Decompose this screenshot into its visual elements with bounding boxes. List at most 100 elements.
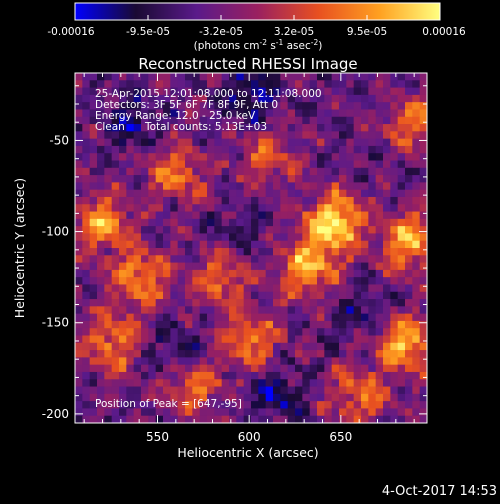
heatmap-cell xyxy=(207,335,215,344)
heatmap-cell xyxy=(192,109,201,118)
heatmap-cell xyxy=(419,73,428,81)
heatmap-cell xyxy=(207,160,215,169)
heatmap-cell xyxy=(155,145,164,154)
heatmap-cell xyxy=(229,291,237,300)
heatmap-cell xyxy=(170,189,179,198)
heatmap-cell xyxy=(361,386,369,395)
heatmap-cell xyxy=(229,401,237,409)
heatmap-cell xyxy=(383,408,391,417)
heatmap-cell xyxy=(412,386,421,395)
heatmap-cell xyxy=(331,313,340,322)
heatmap-cell xyxy=(89,350,98,358)
heatmap-cell xyxy=(317,328,325,336)
heatmap-cell xyxy=(192,357,201,366)
heatmap-cell xyxy=(177,262,186,271)
heatmap-cell xyxy=(302,153,311,161)
heatmap-cell xyxy=(207,218,215,227)
heatmap-cell xyxy=(199,401,208,409)
heatmap-cell xyxy=(192,116,201,125)
heatmap-cell xyxy=(89,313,98,322)
heatmap-cell xyxy=(258,211,267,220)
heatmap-cell xyxy=(302,269,311,278)
heatmap-cell xyxy=(302,299,311,307)
plot-frame xyxy=(74,72,428,424)
heatmap-cell xyxy=(258,204,267,212)
heatmap-cell xyxy=(346,167,355,176)
heatmap-cell xyxy=(111,371,120,380)
heatmap-cell xyxy=(163,291,171,300)
heatmap-cell xyxy=(185,269,193,278)
heatmap-cell xyxy=(280,291,289,300)
heatmap-cell xyxy=(229,218,237,227)
heatmap-cell xyxy=(104,80,113,88)
heatmap-cell xyxy=(126,306,135,315)
heatmap-cell xyxy=(251,277,259,285)
heatmap-cell xyxy=(383,335,391,344)
heatmap-cell xyxy=(265,145,274,154)
heatmap-cell xyxy=(339,196,347,205)
heatmap-cell xyxy=(119,87,127,96)
heatmap-cell xyxy=(111,80,120,88)
heatmap-cell xyxy=(295,204,303,212)
heatmap-cell xyxy=(243,124,252,132)
heatmap-cell xyxy=(353,284,362,293)
heatmap-cell xyxy=(192,167,201,176)
heatmap-cell xyxy=(331,284,340,293)
heatmap-cell xyxy=(104,211,113,220)
heatmap-cell xyxy=(192,328,201,336)
heatmap-cell xyxy=(324,284,333,293)
heatmap-cell xyxy=(353,73,362,81)
heatmap-cell xyxy=(221,167,230,176)
heatmap-cell xyxy=(287,218,296,227)
heatmap-cell xyxy=(309,248,318,256)
heatmap-cell xyxy=(383,124,391,132)
heatmap-cell xyxy=(104,226,113,234)
energy-range-label: Energy Range: 12.0 - 25.0 keV xyxy=(95,110,256,122)
heatmap-cell xyxy=(243,94,252,103)
heatmap-cell xyxy=(126,313,135,322)
heatmap-cell xyxy=(273,335,281,344)
heatmap-cell xyxy=(155,357,164,366)
heatmap-cell xyxy=(221,379,230,387)
heatmap-cell xyxy=(353,87,362,96)
heatmap-cell xyxy=(163,145,171,154)
heatmap-cell xyxy=(192,73,201,81)
heatmap-cell xyxy=(236,342,245,351)
heatmap-cell xyxy=(295,131,303,140)
heatmap-cell xyxy=(324,357,333,366)
heatmap-cell xyxy=(287,262,296,271)
heatmap-cell xyxy=(339,328,347,336)
heatmap-cell xyxy=(412,313,421,322)
heatmap-cell xyxy=(155,196,164,205)
heatmap-cell xyxy=(251,291,259,300)
heatmap-cell xyxy=(89,87,98,96)
heatmap-cell xyxy=(353,175,362,183)
heatmap-cell xyxy=(309,87,318,96)
heatmap-cell xyxy=(397,415,406,424)
heatmap-cell xyxy=(405,379,413,387)
heatmap-cell xyxy=(236,415,245,424)
heatmap-cell xyxy=(361,371,369,380)
heatmap-cell xyxy=(170,320,179,329)
heatmap-cell xyxy=(104,350,113,358)
heatmap-cell xyxy=(383,371,391,380)
time-range-label: 25-Apr-2015 12:01:08.000 to 12:11:08.000 xyxy=(95,88,322,100)
heatmap-cell xyxy=(280,189,289,198)
heatmap-cell xyxy=(177,306,186,315)
heatmap-cell xyxy=(207,175,215,183)
heatmap-cell xyxy=(397,284,406,293)
heatmap-cell xyxy=(251,80,259,88)
heatmap-cell xyxy=(375,248,384,256)
heatmap-cell xyxy=(287,350,296,358)
heatmap-cell xyxy=(192,299,201,307)
heatmap-cell xyxy=(75,73,83,81)
heatmap-cell xyxy=(280,131,289,140)
heatmap-cell xyxy=(111,299,120,307)
heatmap-cell xyxy=(214,145,223,154)
heatmap-cell xyxy=(148,211,157,220)
heatmap-cell xyxy=(346,233,355,242)
heatmap-cell xyxy=(97,255,105,263)
heatmap-cell xyxy=(82,408,91,417)
heatmap-cell xyxy=(199,415,208,424)
heatmap-cell xyxy=(221,175,230,183)
